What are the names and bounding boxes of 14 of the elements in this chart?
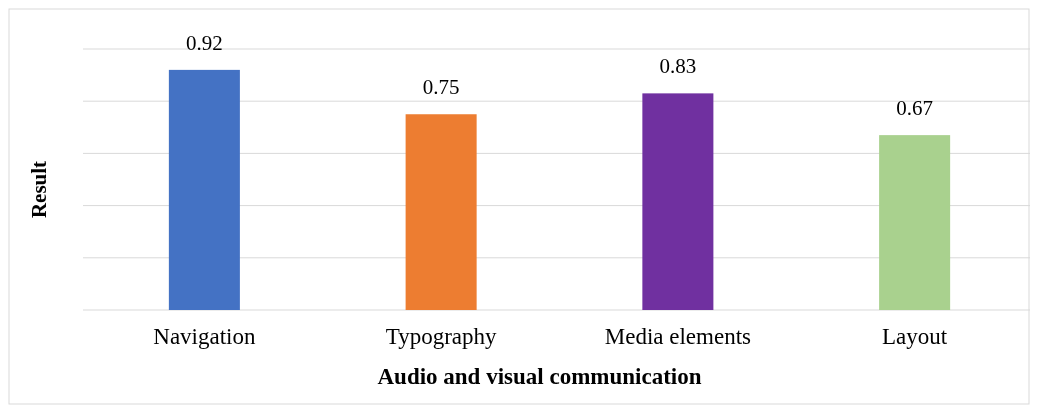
bar — [168, 69, 240, 310]
x-tick-label: Layout — [882, 324, 948, 349]
data-label: 0.75 — [422, 75, 460, 100]
x-tick-label: Typography — [385, 324, 498, 349]
x-tick-label: Media elements — [604, 324, 752, 349]
x-axis-title: Audio and visual communication — [377, 364, 702, 389]
bar — [879, 135, 951, 310]
bar — [405, 114, 477, 310]
x-tick-label: Navigation — [153, 324, 256, 349]
y-axis-title: Result — [27, 160, 51, 219]
bar — [642, 93, 714, 310]
data-label: 0.83 — [659, 54, 697, 79]
data-label: 0.67 — [896, 96, 933, 121]
data-label: 0.92 — [186, 30, 223, 55]
